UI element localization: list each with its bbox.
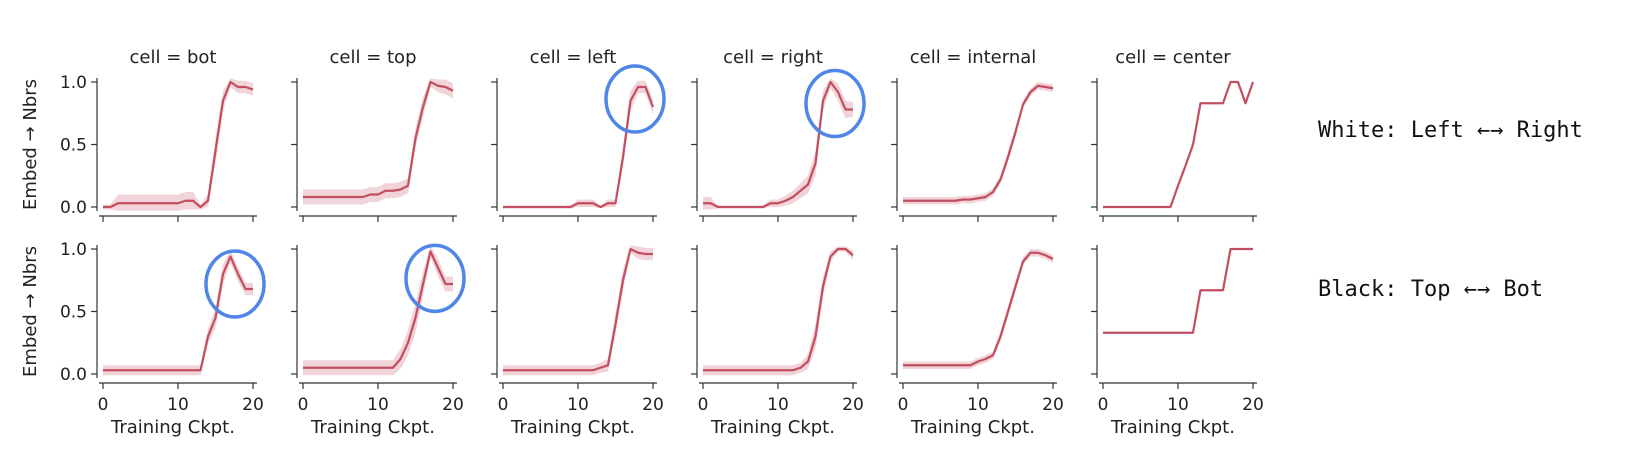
facet-line-chart: 0.0 0.5 1.0 cell = bot cell = top cell = left… bbox=[0, 0, 1638, 450]
x-axis-label-0: Training Ckpt. bbox=[110, 417, 235, 438]
x-axis-label-5: Training Ckpt. bbox=[1110, 417, 1235, 438]
series-line-r0-c0 bbox=[103, 82, 253, 207]
x-tick-label-r1-c4: 0 bbox=[898, 395, 909, 415]
x-tick-label-r1-c3: 0 bbox=[698, 395, 709, 415]
confidence-band-r1-c3 bbox=[703, 247, 853, 376]
x-tick-label-r1-c4: 20 bbox=[1042, 395, 1064, 415]
column-title-0: cell = bot bbox=[130, 47, 217, 68]
series-line-r1-c0 bbox=[103, 257, 253, 371]
y-tick-label-r0-c0: 0.5 bbox=[60, 136, 87, 156]
x-axis-label-3: Training Ckpt. bbox=[710, 417, 835, 438]
x-axis-label-2: Training Ckpt. bbox=[510, 417, 635, 438]
series-line-r0-c1 bbox=[303, 82, 453, 197]
column-title-1: cell = top bbox=[330, 47, 417, 68]
column-title-3: cell = right bbox=[723, 47, 823, 68]
row-label-black: Black: Top ←→ Bot bbox=[1318, 277, 1543, 302]
confidence-band-r0-c3 bbox=[703, 78, 853, 209]
confidence-band-r1-c4 bbox=[903, 249, 1053, 369]
y-tick-label-r0-c0: 0.0 bbox=[60, 198, 87, 218]
y-tick-label-r1-c0: 0.0 bbox=[60, 365, 87, 385]
x-tick-label-r1-c5: 20 bbox=[1242, 395, 1264, 415]
x-tick-label-r1-c0: 20 bbox=[242, 395, 264, 415]
x-tick-label-r1-c1: 0 bbox=[298, 395, 309, 415]
x-tick-label-r1-c5: 10 bbox=[1167, 395, 1189, 415]
highlight-circle-r0-c3 bbox=[806, 71, 864, 137]
y-tick-label-r1-c0: 1.0 bbox=[60, 240, 87, 260]
x-axis-label-4: Training Ckpt. bbox=[910, 417, 1035, 438]
x-tick-label-r1-c3: 10 bbox=[767, 395, 789, 415]
confidence-band-r0-c0 bbox=[103, 78, 253, 211]
x-tick-label-r1-c1: 20 bbox=[442, 395, 464, 415]
y-tick-label-r1-c0: 0.5 bbox=[60, 303, 87, 323]
series-line-r0-c4 bbox=[903, 86, 1053, 201]
y-axis-label-row-1: Embed → Nbrs bbox=[20, 246, 41, 377]
series-line-r1-c2 bbox=[503, 249, 653, 370]
x-tick-label-r1-c0: 0 bbox=[98, 395, 109, 415]
series-line-r0-c5 bbox=[1103, 82, 1253, 207]
x-tick-label-r1-c1: 10 bbox=[367, 395, 389, 415]
series-line-r0-c2 bbox=[503, 87, 653, 207]
column-title-5: cell = center bbox=[1115, 47, 1231, 68]
series-line-r1-c3 bbox=[703, 249, 853, 370]
x-tick-label-r1-c3: 20 bbox=[842, 395, 864, 415]
series-line-r0-c3 bbox=[703, 82, 853, 207]
x-tick-label-r1-c2: 0 bbox=[498, 395, 509, 415]
y-tick-label-r0-c0: 1.0 bbox=[60, 73, 87, 93]
confidence-band-r1-c0 bbox=[103, 250, 253, 375]
x-tick-label-r1-c0: 10 bbox=[167, 395, 189, 415]
series-line-r1-c5 bbox=[1103, 249, 1253, 333]
confidence-band-r1-c5 bbox=[1103, 249, 1253, 333]
confidence-band-r0-c1 bbox=[303, 78, 453, 204]
x-tick-label-r1-c2: 10 bbox=[567, 395, 589, 415]
row-label-white: White: Left ←→ Right bbox=[1318, 118, 1583, 143]
y-axis-label-row-0: Embed → Nbrs bbox=[20, 79, 41, 210]
column-title-2: cell = left bbox=[530, 47, 617, 68]
x-tick-label-r1-c4: 10 bbox=[967, 395, 989, 415]
column-title-4: cell = internal bbox=[910, 47, 1037, 68]
x-axis-label-1: Training Ckpt. bbox=[310, 417, 435, 438]
series-line-r1-c4 bbox=[903, 253, 1053, 366]
x-tick-label-r1-c5: 0 bbox=[1098, 395, 1109, 415]
x-tick-label-r1-c2: 20 bbox=[642, 395, 664, 415]
confidence-band-r0-c4 bbox=[903, 82, 1053, 205]
confidence-band-r1-c2 bbox=[503, 245, 653, 375]
